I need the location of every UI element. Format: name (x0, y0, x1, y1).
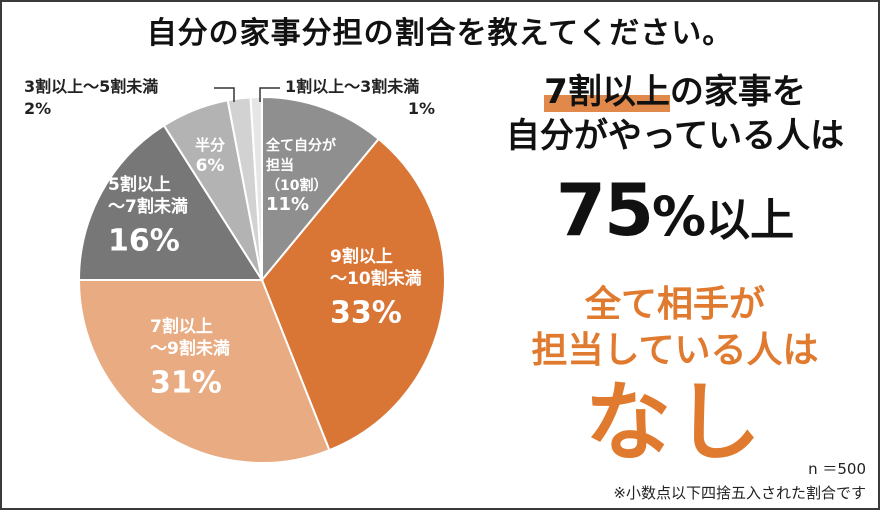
pie-slice-1 (261, 95, 381, 283)
pie-slice-3 (77, 279, 331, 464)
headline-line1: 7割以上の家事を (470, 70, 880, 114)
sub-block: 全て相手が 担当している人は (470, 282, 880, 374)
leader-line-6 (214, 87, 235, 102)
big-suffix: 以上 (706, 195, 795, 246)
slice-label-5-line-1: 半分 (195, 136, 225, 154)
slice-value-2: 33% (330, 296, 402, 331)
slice-label-3-line-2: 〜9割未満 (150, 338, 230, 359)
slice-value-3: 31% (150, 366, 222, 401)
sub-big: なし (585, 373, 765, 473)
slice-label-4-line-1: 5割以上 (108, 174, 171, 195)
big-percent: % (652, 185, 707, 248)
headline-block: 7割以上の家事を 自分がやっている人は (470, 70, 880, 158)
slice-label-1-line-2: 担当 (266, 157, 294, 174)
headline-line2: 自分がやっている人は (505, 116, 845, 156)
sample-size-note: n ＝500 (808, 460, 866, 478)
headline-big-stat: 75%以上 (470, 168, 880, 252)
slice-value-1: 11% (266, 194, 309, 215)
slice-label-1-line-1: 全て自分が (265, 137, 337, 154)
slice-value-4: 16% (108, 224, 180, 259)
slice-label-1-line-3: （10割） (266, 177, 327, 194)
big-number: 75 (555, 168, 654, 252)
slice-label-4-line-2: 〜7割未満 (108, 196, 188, 217)
slice-label-2-line-2: 〜10割未満 (330, 268, 422, 289)
slice-value-6: 2% (24, 99, 51, 118)
sub-line1: 全て相手が (584, 284, 765, 325)
pie-slice-4 (77, 124, 264, 281)
slice-value-5: 6% (196, 156, 225, 176)
slice-value-7: 1% (408, 99, 435, 118)
leader-line-7 (259, 87, 280, 102)
slice-label-3-line-1: 7割以上 (150, 316, 213, 337)
slice-label-7-line-1: 1割以上〜3割未満 (285, 77, 419, 96)
headline-line1-rest: の家事を (669, 72, 806, 112)
slice-label-6-line-1: 3割以上〜5割未満 (24, 77, 158, 96)
rounding-footnote: ※小数点以下四捨五入された割合です (613, 484, 866, 502)
page-title: 自分の家事分担の割合を教えてください。 (146, 16, 734, 51)
sub-line2: 担当している人は (531, 330, 819, 371)
pie-slice-7 (249, 95, 263, 281)
headline-highlight: 7割以上 (544, 72, 670, 112)
slice-label-2-line-1: 9割以上 (330, 246, 393, 267)
pie-slice-2 (260, 137, 446, 452)
